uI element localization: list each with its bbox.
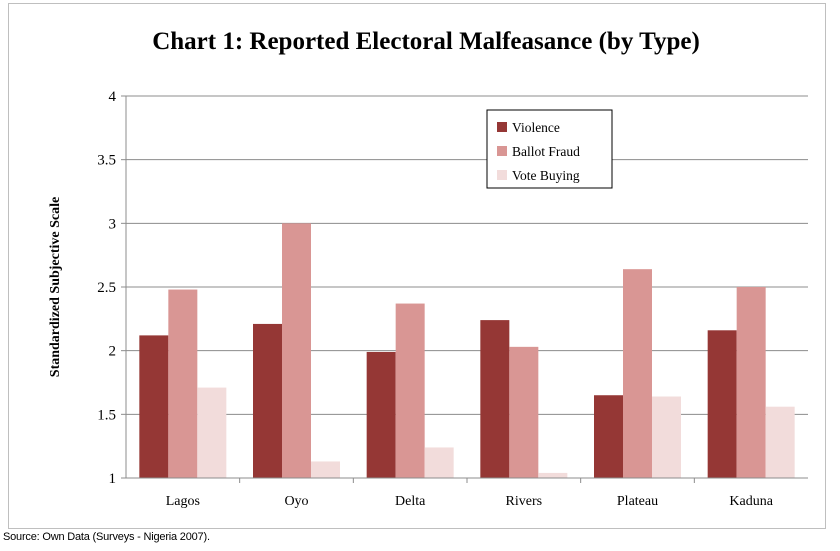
x-tick-label: Plateau: [617, 494, 658, 509]
bar-violence-delta: [366, 351, 396, 478]
y-tick-label: 3: [109, 216, 117, 232]
legend-swatch: [497, 122, 507, 132]
source-note: Source: Own Data (Surveys - Nigeria 2007…: [3, 531, 210, 543]
legend-swatch: [497, 146, 507, 156]
bar-ballot-fraud-lagos: [168, 289, 198, 478]
legend: Violence Ballot Fraud Vote Buying: [486, 109, 613, 189]
bar-vote-buying-lagos: [197, 387, 227, 478]
bar-violence-oyo: [253, 323, 282, 478]
x-tick-label: Delta: [395, 494, 426, 509]
x-tick-label: Oyo: [284, 494, 308, 509]
x-tick-label: Lagos: [166, 494, 200, 509]
x-tick-label: Kaduna: [729, 494, 773, 509]
bar-ballot-fraud-delta: [395, 303, 425, 478]
bar-vote-buying-rivers: [538, 472, 568, 478]
bar-violence-plateau: [594, 395, 623, 478]
bar-vote-buying-plateau: [652, 396, 681, 478]
y-tick-label: 1.5: [97, 407, 116, 423]
bar-vote-buying-delta: [424, 447, 454, 478]
bar-ballot-fraud-oyo: [282, 223, 311, 478]
y-tick-label: 2.5: [97, 280, 116, 296]
bar-violence-lagos: [139, 335, 169, 478]
bar-ballot-fraud-plateau: [623, 269, 652, 478]
gridlines: [126, 95, 808, 415]
legend-label: Ballot Fraud: [512, 144, 580, 159]
bar-vote-buying-oyo: [311, 461, 340, 478]
legend-box: [486, 109, 613, 189]
legend-swatch: [497, 170, 507, 180]
bar-vote-buying-kaduna: [765, 406, 795, 478]
legend-label: Vote Buying: [512, 168, 580, 183]
bar-ballot-fraud-rivers: [509, 346, 539, 478]
x-tick-label: Rivers: [506, 494, 543, 509]
y-axis-label: Standardized Subjective Scale: [48, 197, 63, 377]
legend-label: Violence: [512, 120, 560, 135]
axes: 1 1.5 2 2.5 3 3.5 4 Lagos Oyo Delta Rivers Plateau K…: [97, 89, 808, 509]
bars: [139, 223, 795, 478]
bar-violence-kaduna: [707, 330, 737, 478]
y-tick-label: 4: [109, 89, 117, 105]
chart-title: Chart 1: Reported Electoral Malfeasance …: [152, 28, 700, 55]
y-tick-label: 3.5: [97, 153, 116, 169]
y-tick-label: 2: [109, 344, 117, 360]
y-tick-label: 1: [109, 471, 117, 487]
bar-violence-rivers: [480, 320, 510, 478]
bar-ballot-fraud-kaduna: [736, 287, 766, 478]
